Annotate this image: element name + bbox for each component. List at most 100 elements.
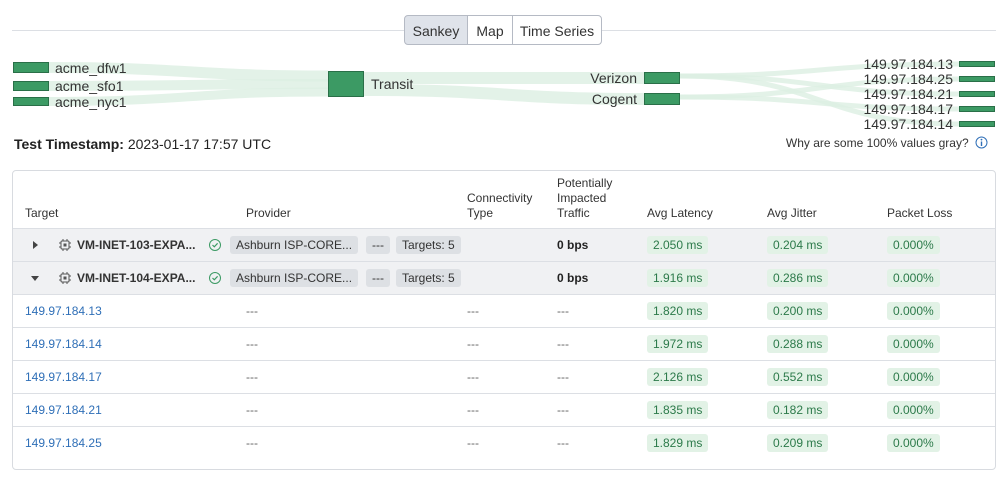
jitter-badge: 0.552 ms: [767, 368, 829, 386]
cell: Targets: 5: [396, 262, 461, 294]
sankey-node: [959, 76, 995, 82]
sankey-flow: [48, 62, 329, 82]
cell: 2.126 ms: [647, 361, 709, 393]
connectivity: ---: [467, 337, 479, 351]
target-link[interactable]: 149.97.184.17: [25, 370, 102, 384]
column-header: Avg Latency: [647, 206, 713, 220]
expand-toggle[interactable]: [28, 271, 42, 285]
chip-icon: [59, 272, 71, 284]
targets-badge: Targets: 5: [396, 236, 461, 254]
device-icon: [58, 271, 72, 285]
traffic: 0 bps: [557, 271, 589, 285]
timestamp-value: 2023-01-17 17:57 UTC: [127, 136, 272, 152]
targets-badge: Targets: 5: [396, 269, 461, 287]
sankey-node: [644, 72, 680, 84]
status-icon: [208, 271, 222, 285]
help-link[interactable]: Why are some 100% values gray?: [786, 136, 988, 150]
loss-badge: 0.000%: [887, 335, 940, 353]
cell: 0.000%: [887, 295, 940, 327]
target-row: 149.97.184.13 --- --- --- 1.820 ms 0.200 ms 0.…: [13, 294, 995, 327]
sankey-label: 149.97.184.14: [863, 116, 953, 132]
chip-icon: [59, 239, 71, 251]
check-icon: [209, 272, 221, 284]
group-target: VM-INET-104-EXPA...: [77, 271, 196, 285]
provider-badge: Ashburn ISP-CORE...: [230, 269, 359, 287]
traffic: ---: [557, 337, 569, 351]
target-link[interactable]: 149.97.184.14: [25, 337, 102, 351]
tab[interactable]: Time Series: [512, 15, 602, 45]
tab[interactable]: Sankey: [404, 15, 468, 45]
cell: 149.97.184.21: [25, 394, 102, 426]
latency-badge: 1.835 ms: [647, 401, 709, 419]
sankey-node: [328, 71, 364, 97]
cell: 0.288 ms: [767, 328, 829, 360]
status-icon: [208, 238, 222, 252]
connectivity: ---: [467, 436, 479, 450]
sankey-flow: [363, 84, 645, 105]
connectivity: ---: [467, 370, 479, 384]
timestamp: Test Timestamp: 2023-01-17 17:57 UTC: [14, 136, 271, 152]
cell: 0.000%: [887, 262, 940, 294]
column-header: Provider: [246, 206, 291, 220]
sankey-label: Verizon: [590, 70, 637, 86]
cell: 0.204 ms: [767, 229, 829, 261]
caret-icon: [31, 276, 39, 281]
sankey-node: [13, 62, 49, 73]
connectivity-badge: ---: [366, 236, 390, 254]
cell: 0.000%: [887, 394, 940, 426]
cell: 0.200 ms: [767, 295, 829, 327]
target-link[interactable]: 149.97.184.21: [25, 403, 102, 417]
provider: ---: [246, 304, 258, 318]
cell: 1.916 ms: [647, 262, 709, 294]
cell: 149.97.184.17: [25, 361, 102, 393]
sankey-node: [959, 91, 995, 97]
traffic: ---: [557, 436, 569, 450]
sankey-flow: [679, 94, 960, 112]
target-row: 149.97.184.17 --- --- --- 2.126 ms 0.552 ms 0.…: [13, 360, 995, 393]
target-row: 149.97.184.25 --- --- --- 1.829 ms 0.209 ms 0.…: [13, 426, 995, 459]
traffic: 0 bps: [557, 238, 589, 252]
sankey-label: 149.97.184.17: [863, 101, 953, 117]
column-header: Potentially Impacted Traffic: [557, 176, 613, 220]
jitter-badge: 0.182 ms: [767, 401, 829, 419]
sankey-node: [13, 97, 49, 106]
traffic: ---: [557, 403, 569, 417]
target-link[interactable]: 149.97.184.25: [25, 436, 102, 450]
provider: ---: [246, 403, 258, 417]
loss-badge: 0.000%: [887, 401, 940, 419]
cell: 0.000%: [887, 361, 940, 393]
cell: 149.97.184.13: [25, 295, 102, 327]
group-row[interactable]: VM-INET-103-EXPA... Ashburn ISP-CORE... --…: [13, 228, 995, 261]
info-icon: [975, 136, 988, 149]
column-header: Target: [25, 206, 59, 220]
provider-badge: Ashburn ISP-CORE...: [230, 236, 359, 254]
latency-badge: 1.820 ms: [647, 302, 709, 320]
cell: 149.97.184.25: [25, 427, 102, 459]
sankey-flow: [679, 73, 960, 127]
cell: ---: [366, 229, 390, 261]
jitter-badge: 0.204 ms: [767, 236, 829, 254]
group-row[interactable]: VM-INET-104-EXPA... Ashburn ISP-CORE... --…: [13, 261, 995, 294]
connectivity-badge: ---: [366, 269, 390, 287]
cell: 1.835 ms: [647, 394, 709, 426]
sankey-node: [959, 121, 995, 127]
timestamp-label: Test Timestamp:: [14, 136, 124, 152]
cell: 0.552 ms: [767, 361, 829, 393]
cell: 2.050 ms: [647, 229, 709, 261]
cell: 1.972 ms: [647, 328, 709, 360]
jitter-badge: 0.286 ms: [767, 269, 829, 287]
loss-badge: 0.000%: [887, 236, 940, 254]
loss-badge: 0.000%: [887, 302, 940, 320]
loss-badge: 0.000%: [887, 368, 940, 386]
sankey-node: [644, 93, 680, 105]
target-row: 149.97.184.14 --- --- --- 1.972 ms 0.288 ms 0.…: [13, 327, 995, 360]
connectivity: ---: [467, 304, 479, 318]
latency-badge: 2.050 ms: [647, 236, 709, 254]
connectivity: ---: [467, 403, 479, 417]
expand-toggle[interactable]: [28, 238, 42, 252]
check-icon: [209, 239, 221, 251]
sankey-label: acme_nyc1: [55, 93, 127, 110]
cell: 1.820 ms: [647, 295, 709, 327]
target-link[interactable]: 149.97.184.13: [25, 304, 102, 318]
tab[interactable]: Map: [467, 15, 513, 45]
